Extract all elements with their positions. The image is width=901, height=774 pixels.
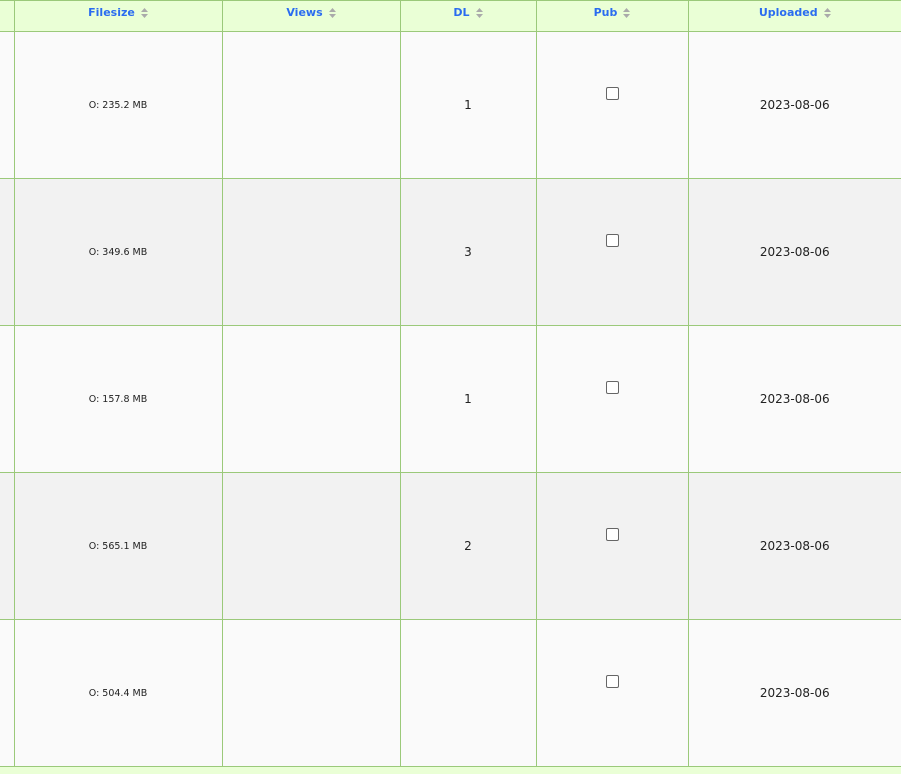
table-row: O: 157.8 MB 1 2023-08-06 <box>0 325 901 473</box>
column-header-hidden <box>0 0 15 32</box>
cell-filesize: O: 235.2 MB <box>13 31 223 179</box>
cell-hidden <box>0 178 15 326</box>
cell-hidden <box>0 31 15 179</box>
cell-views <box>221 325 401 473</box>
sort-icon[interactable] <box>328 8 336 18</box>
cell-uploaded: 2023-08-06 <box>687 178 901 326</box>
cell-views <box>221 31 401 179</box>
column-header-pub[interactable]: Pub <box>535 0 689 32</box>
cell-pub <box>535 31 689 179</box>
column-header-filesize[interactable]: Filesize <box>13 0 223 32</box>
cell-filesize: O: 565.1 MB <box>13 472 223 620</box>
sort-icon[interactable] <box>623 8 631 18</box>
sort-icon[interactable] <box>823 8 831 18</box>
cell-filesize: O: 157.8 MB <box>13 325 223 473</box>
column-label: Uploaded <box>758 6 818 19</box>
cell-pub <box>535 472 689 620</box>
cell-pub <box>535 178 689 326</box>
cell-filesize: O: 504.4 MB <box>13 619 223 767</box>
pub-checkbox[interactable] <box>605 381 619 394</box>
cell-hidden <box>0 325 15 473</box>
cell-hidden <box>0 472 15 620</box>
column-label: Pub <box>593 6 618 19</box>
pub-checkbox[interactable] <box>605 87 619 100</box>
cell-dl: 3 <box>399 178 537 326</box>
table-row: O: 565.1 MB 2 2023-08-06 <box>0 472 901 620</box>
cell-uploaded: 2023-08-06 <box>687 325 901 473</box>
column-label: Filesize <box>88 6 135 19</box>
column-header-views[interactable]: Views <box>221 0 401 32</box>
cell-uploaded: 2023-08-06 <box>687 472 901 620</box>
cell-views <box>221 472 401 620</box>
column-header-dl[interactable]: DL <box>399 0 537 32</box>
cell-dl: 1 <box>399 325 537 473</box>
cell-dl <box>399 619 537 767</box>
cell-dl: 2 <box>399 472 537 620</box>
table-row: O: 349.6 MB 3 2023-08-06 <box>0 178 901 326</box>
pub-checkbox[interactable] <box>605 528 619 541</box>
table-row: O: 504.4 MB 2023-08-06 <box>0 619 901 767</box>
pub-checkbox[interactable] <box>605 675 619 688</box>
cell-uploaded: 2023-08-06 <box>687 619 901 767</box>
column-header-uploaded[interactable]: Uploaded <box>687 0 901 32</box>
sort-icon[interactable] <box>140 8 148 18</box>
sort-icon[interactable] <box>475 8 483 18</box>
cell-pub <box>535 619 689 767</box>
table-row: O: 235.2 MB 1 2023-08-06 <box>0 31 901 179</box>
cell-views <box>221 178 401 326</box>
column-label: DL <box>453 6 470 19</box>
pub-checkbox[interactable] <box>605 234 619 247</box>
cell-pub <box>535 325 689 473</box>
cell-hidden <box>0 619 15 767</box>
cell-filesize: O: 349.6 MB <box>13 178 223 326</box>
cell-dl: 1 <box>399 31 537 179</box>
column-label: Views <box>286 6 323 19</box>
cell-uploaded: 2023-08-06 <box>687 31 901 179</box>
cell-views <box>221 619 401 767</box>
